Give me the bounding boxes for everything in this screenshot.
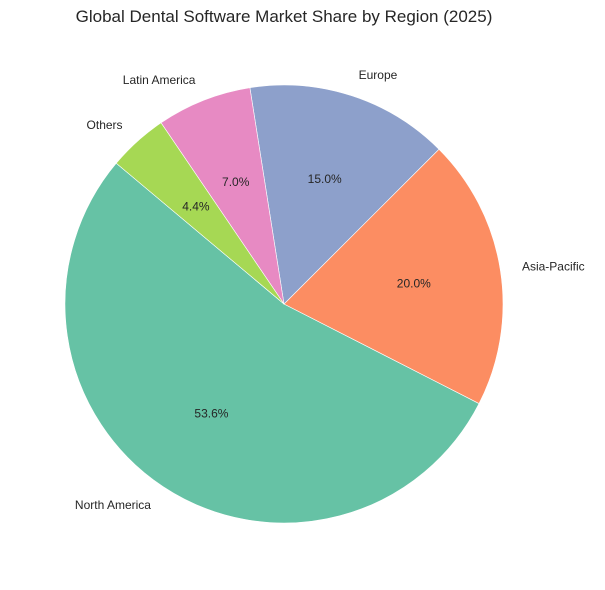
slice-category-label: Others	[87, 118, 123, 132]
slice-percent-label: 53.6%	[194, 407, 228, 421]
pie-slices	[64, 84, 504, 524]
slice-asia-pacific	[283, 148, 504, 404]
slice-others	[115, 122, 285, 305]
slice-category-label: Latin America	[123, 73, 196, 87]
slice-percent-label: 20.0%	[397, 277, 431, 291]
slice-category-label: Asia-Pacific	[522, 259, 585, 273]
slice-north-america	[64, 162, 480, 524]
slice-category-label: North America	[75, 498, 151, 512]
slice-percent-label: 4.4%	[182, 199, 210, 213]
slice-category-label: Europe	[359, 68, 398, 82]
slice-labels: North America 53.6% Asia-Pacific 20.0% Europ…	[75, 68, 585, 512]
chart-title: Global Dental Software Market Share by R…	[76, 7, 493, 26]
slice-percent-label: 7.0%	[222, 175, 250, 189]
slice-europe	[249, 84, 440, 305]
slice-percent-label: 15.0%	[308, 172, 342, 186]
